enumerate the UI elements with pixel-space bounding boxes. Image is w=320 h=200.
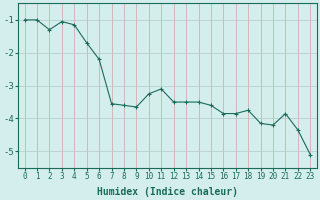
X-axis label: Humidex (Indice chaleur): Humidex (Indice chaleur) [97,186,238,197]
